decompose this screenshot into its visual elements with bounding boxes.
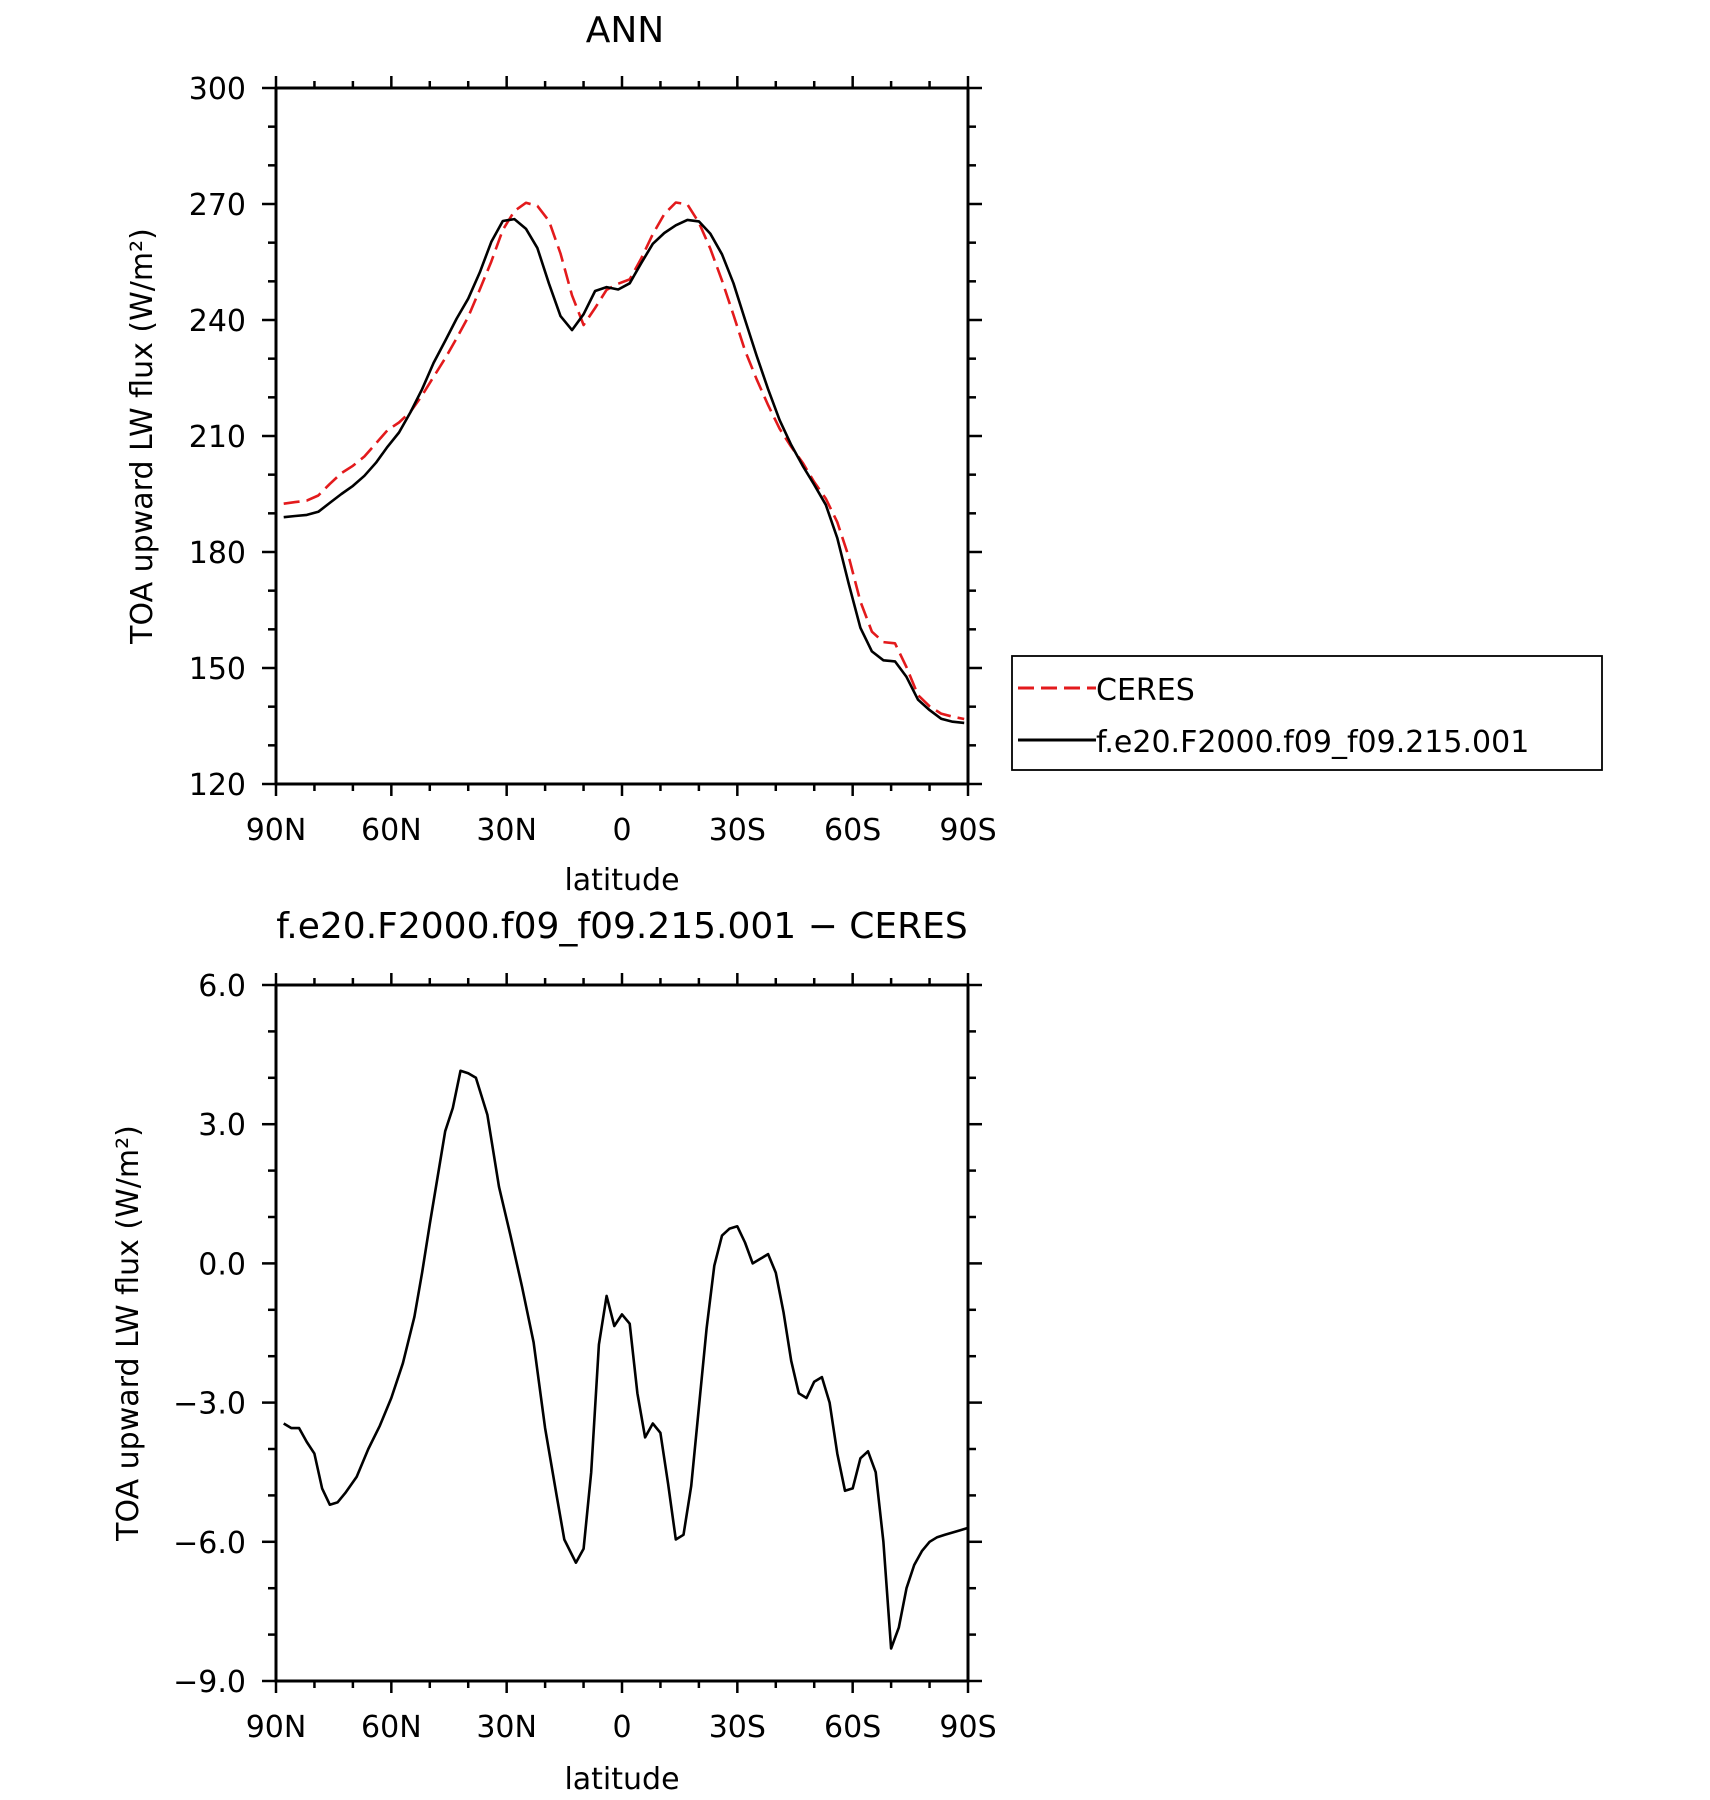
- y-tick-label: 3.0: [198, 1108, 246, 1143]
- x-tick-label: 90N: [246, 1710, 307, 1745]
- legend-frame: [1011, 655, 1603, 771]
- y-tick-label: −3.0: [173, 1387, 246, 1422]
- top-chart-frame: [274, 86, 970, 786]
- y-tick-label: 0.0: [198, 1247, 246, 1282]
- y-tick-label: 180: [189, 536, 246, 571]
- x-tick-label: 60N: [361, 813, 422, 848]
- y-tick-label: 150: [189, 652, 246, 687]
- y-tick-label: 6.0: [198, 969, 246, 1004]
- x-tick-label: 90S: [939, 813, 996, 848]
- x-tick-label: 60S: [824, 813, 881, 848]
- x-tick-label: 90N: [246, 813, 307, 848]
- top-chart-x-tick-labels: 90N 60N 30N 0 30S 60S 90S: [246, 813, 997, 848]
- series-line-0-0: [283, 201, 965, 721]
- x-tick-label: 0: [612, 1710, 631, 1745]
- x-tick-label: 30N: [476, 813, 537, 848]
- x-tick-label: 30N: [476, 1710, 537, 1745]
- y-tick-label: 240: [189, 304, 246, 339]
- x-tick-label: 60S: [824, 1710, 881, 1745]
- bottom-chart-series: [283, 1069, 969, 1650]
- bottom-chart-frame: [274, 983, 970, 1683]
- series-line-0-1: [283, 217, 965, 725]
- series-line-1-0: [283, 1069, 969, 1650]
- bottom-chart-panel: f.e20.F2000.f09_f09.215.001 − CERES −9.0…: [111, 906, 997, 1797]
- y-tick-label: −6.0: [173, 1526, 246, 1561]
- top-chart-title: ANN: [586, 10, 665, 51]
- y-tick-label: 300: [189, 72, 246, 107]
- x-tick-label: 0: [612, 813, 631, 848]
- bottom-chart-title: f.e20.F2000.f09_f09.215.001 − CERES: [276, 906, 968, 947]
- y-tick-label: 120: [189, 768, 246, 803]
- bottom-chart-x-tick-labels: 90N 60N 30N 0 30S 60S 90S: [246, 1710, 997, 1745]
- top-chart-y-axis-label: TOA upward LW flux (W/m²): [125, 228, 160, 645]
- y-tick-label: 270: [189, 188, 246, 223]
- top-chart-panel: ANN 120 150 180 210 240 270 300 90N 60N 30N 0 30S 6…: [125, 10, 1603, 898]
- x-tick-label: 30S: [709, 1710, 766, 1745]
- top-chart-y-tick-labels: 120 150 180 210 240 270 300: [189, 72, 246, 803]
- top-chart-ticks: [262, 76, 982, 796]
- bottom-chart-x-axis-label: latitude: [564, 1762, 679, 1797]
- top-chart-legend: CERES f.e20.F2000.f09_f09.215.001: [1011, 655, 1603, 771]
- x-tick-label: 90S: [939, 1710, 996, 1745]
- legend-label-model: f.e20.F2000.f09_f09.215.001: [1096, 725, 1529, 760]
- y-tick-label: 210: [189, 420, 246, 455]
- top-chart-x-axis-label: latitude: [564, 863, 679, 898]
- bottom-chart-y-tick-labels: −9.0 −6.0 −3.0 0.0 3.0 6.0: [173, 969, 246, 1700]
- bottom-chart-y-axis-label: TOA upward LW flux (W/m²): [111, 1125, 146, 1542]
- x-tick-label: 30S: [709, 813, 766, 848]
- top-chart-series: [283, 201, 965, 725]
- x-tick-label: 60N: [361, 1710, 422, 1745]
- bottom-chart-ticks: [262, 973, 982, 1693]
- legend-label-ceres: CERES: [1096, 673, 1195, 708]
- y-tick-label: −9.0: [173, 1665, 246, 1700]
